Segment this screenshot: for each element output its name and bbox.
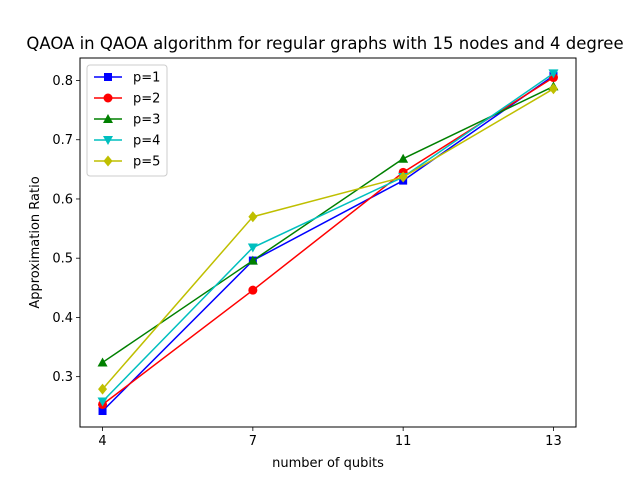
legend-item: p=3 [94,113,160,128]
data-point [548,83,558,95]
legend-label: p=2 [133,92,160,107]
legend-item: p=4 [94,134,160,149]
x-tick-label: 11 [395,434,412,449]
chart-title: QAOA in QAOA algorithm for regular graph… [26,34,623,53]
data-point [97,397,108,407]
y-tick-label: 0.8 [52,74,73,89]
x-tick-label: 7 [249,434,257,449]
y-tick-label: 0.3 [52,370,73,385]
legend-label: p=1 [133,71,160,86]
y-tick-label: 0.7 [52,133,73,148]
y-tick-label: 0.5 [52,252,73,267]
series-line [102,85,554,364]
data-point [398,153,409,163]
y-tick-label: 0.6 [52,192,73,207]
legend-marker [103,136,113,145]
legend-marker [103,155,113,167]
legend: p=1 p=2 p=3 p=4 p=5 [86,64,168,177]
series-line [101,88,554,390]
series-line [102,75,554,412]
legend-item: p=5 [94,155,160,170]
x-axis-label: number of qubits [272,456,384,471]
x-tick-label: 4 [98,434,106,449]
x-axis: 4 7 11 13 [98,427,562,449]
plot-area [97,69,559,416]
data-point [247,255,258,265]
legend-marker [103,114,113,123]
data-point [98,383,108,395]
legend-marker [104,73,112,81]
x-tick-label: 13 [545,434,562,449]
data-point [398,171,408,183]
legend-marker [103,93,113,103]
legend-label: p=5 [133,155,160,170]
series-line [102,72,554,403]
legend-item: p=1 [94,71,160,86]
data-point [98,407,107,416]
y-axis-label: Approximation Ratio [28,176,43,308]
axes-frame [79,57,577,428]
legend-box [86,64,168,177]
data-point [97,357,108,367]
legend-item: p=2 [94,92,160,107]
y-axis: 0.3 0.4 0.5 0.6 0.7 0.8 [52,74,80,385]
legend-label: p=4 [133,134,160,149]
data-point [248,211,258,223]
data-point [548,69,559,79]
series-5 [98,83,558,395]
y-tick-label: 0.4 [52,311,73,326]
legend-label: p=3 [133,113,160,128]
data-point [248,285,258,295]
data-point [247,243,258,253]
